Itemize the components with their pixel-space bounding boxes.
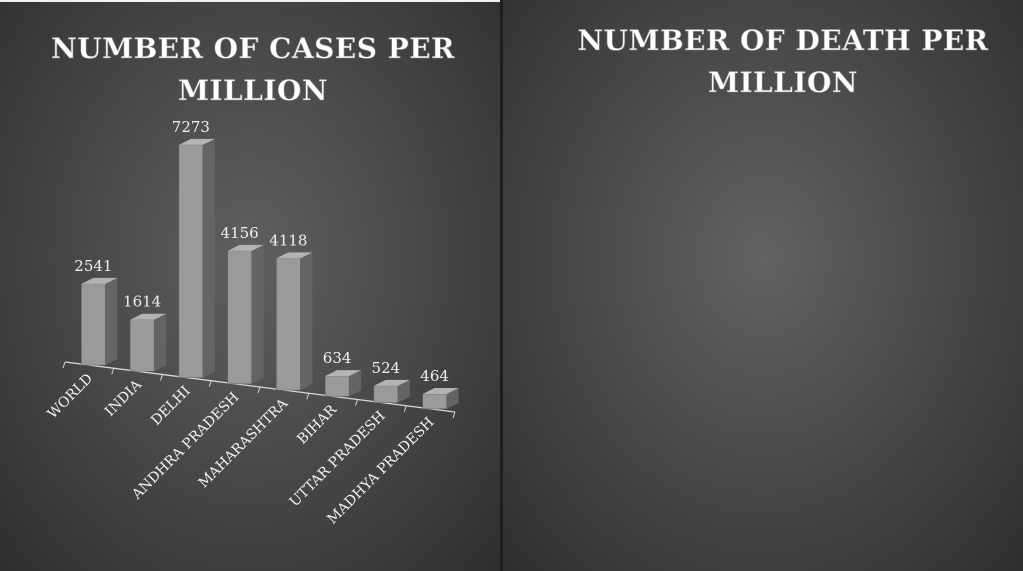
- x-tick-label-india: INDIA: [102, 376, 146, 420]
- x-axis-tick: [62, 361, 66, 369]
- data-label-india: 1614: [123, 293, 161, 311]
- bar-world: [81, 277, 118, 366]
- bar-bihar: [324, 370, 362, 397]
- deaths-chart-title-line-1: NUMBER OF DEATH PER: [577, 24, 988, 57]
- data-label-bihar: 634: [323, 349, 352, 367]
- x-axis-tick: [355, 399, 358, 406]
- bar-india: [129, 313, 167, 372]
- x-axis-tick: [403, 405, 407, 412]
- cases-chart-panel: NUMBER OF CASES PER MILLION 2541 WORLD 161…: [0, 0, 500, 571]
- cases-chart: NUMBER OF CASES PER MILLION 2541 WORLD 161…: [45, 32, 459, 527]
- x-tick-label-madhya-pradesh: MADHYA PRADESH: [324, 414, 437, 527]
- x-axis-tick: [306, 393, 310, 400]
- data-label-delhi: 7273: [172, 118, 210, 136]
- data-label-uttar-pradesh: 524: [372, 359, 401, 377]
- cases-chart-title-line-1: NUMBER OF CASES PER: [51, 32, 455, 65]
- bar-maharashtra: [276, 252, 313, 391]
- data-label-maharashtra: 4118: [269, 231, 307, 249]
- x-tick-label-andhra-pradesh: ANDHRA PRADESH: [128, 389, 242, 503]
- x-axis-tick: [257, 386, 261, 394]
- deaths-chart: NUMBER OF DEATH PER MILLION 94WORLD32IND…: [577, 24, 988, 100]
- x-axis-tick: [208, 380, 212, 387]
- deaths-chart-panel: NUMBER OF DEATH PER MILLION 94WORLD32IND…: [503, 0, 1023, 571]
- bar-madhya-pradesh: [422, 388, 459, 410]
- x-tick-label-delhi: DELHI: [148, 383, 194, 429]
- panel-divider: [500, 0, 503, 571]
- cases-chart-title-line-2: MILLION: [178, 74, 328, 107]
- x-axis-tick: [452, 411, 456, 419]
- deaths-chart-title-line-2: MILLION: [708, 66, 858, 99]
- data-label-andhra-pradesh: 4156: [221, 224, 259, 242]
- data-label-madhya-pradesh: 464: [420, 367, 449, 385]
- bar-delhi: [178, 138, 215, 378]
- x-axis-tick: [111, 368, 115, 375]
- x-tick-label-uttar-pradesh: UTTAR PRADESH: [287, 408, 389, 510]
- x-axis-tick: [160, 374, 163, 381]
- x-tick-label-world: WORLD: [45, 371, 97, 423]
- x-tick-label-bihar: BIHAR: [294, 402, 340, 448]
- data-label-world: 2541: [74, 257, 112, 275]
- bar-andhra-pradesh: [227, 244, 264, 385]
- bar-uttar-pradesh: [373, 379, 410, 403]
